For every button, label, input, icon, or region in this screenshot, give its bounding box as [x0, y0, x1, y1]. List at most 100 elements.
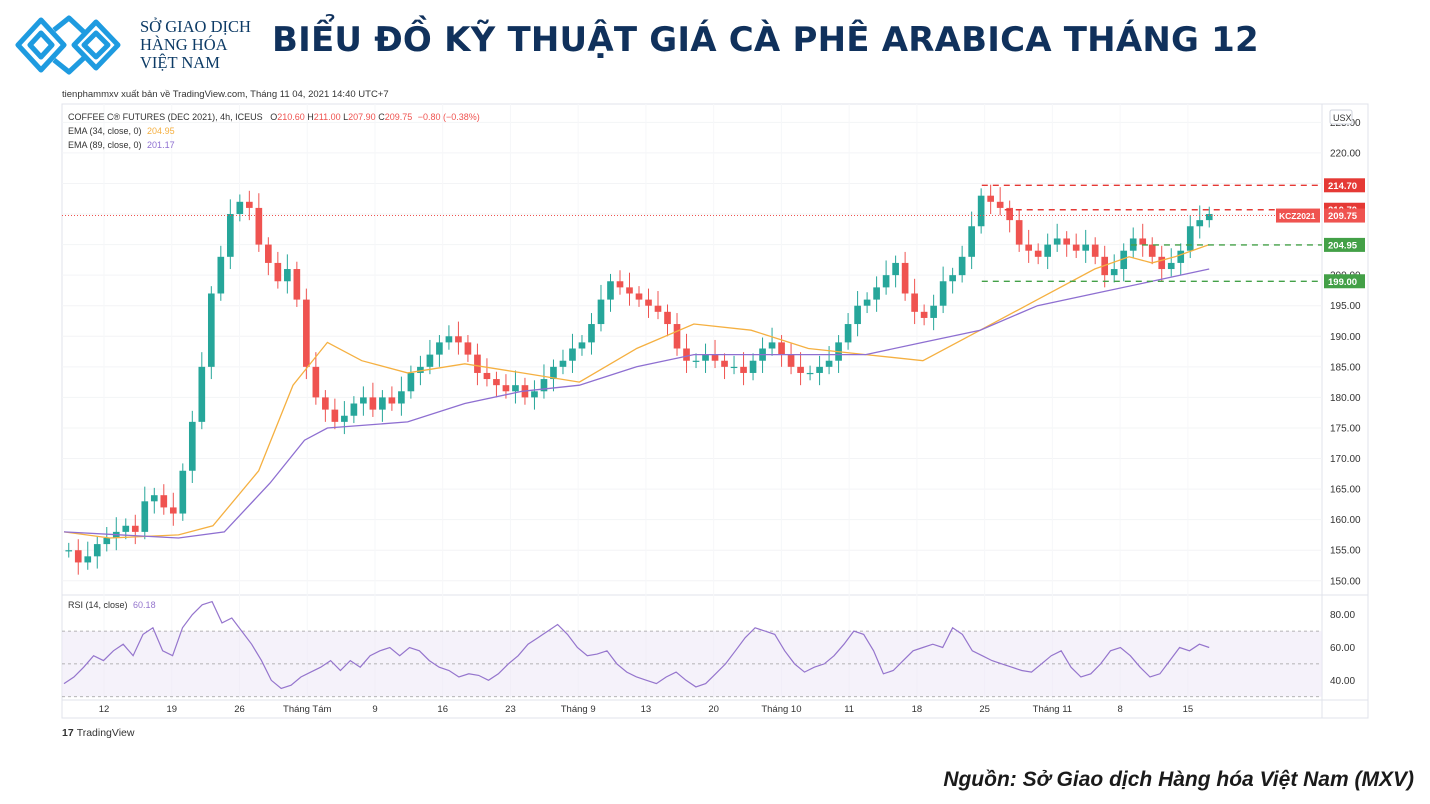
ema34-line [63, 243, 1210, 539]
high-value: 211.00 [313, 112, 341, 122]
candle-body [312, 366, 320, 398]
price-tick-label: 170.00 [1330, 454, 1361, 465]
time-tick-label: 26 [234, 704, 245, 715]
candle-body [322, 397, 329, 410]
logo-text: SỞ GIAO DỊCH HÀNG HÓA VIỆT NAM [140, 18, 251, 72]
ema89-value: 201.17 [147, 140, 175, 150]
candle-body [455, 336, 462, 343]
open-label: O [270, 112, 278, 122]
candle-body [1025, 244, 1032, 251]
price-tick-label: 180.00 [1330, 393, 1361, 404]
candle-body [407, 372, 415, 392]
candle-body [350, 403, 358, 416]
ema89-line [63, 268, 1210, 539]
ema34-legend: EMA (34, close, 0) 204.95 [68, 126, 175, 136]
high-label: H [307, 112, 314, 122]
candle-body [131, 525, 139, 532]
candle-body [417, 366, 424, 373]
candle-body [920, 311, 928, 318]
time-tick-label: 19 [166, 704, 177, 715]
candle-body [854, 305, 861, 325]
ema34-label: EMA (34, close, 0) [68, 126, 142, 136]
candle-body [1044, 244, 1052, 257]
candle-body [169, 507, 177, 514]
candle-body [1034, 250, 1042, 257]
candle-body [825, 360, 833, 367]
candle-body [550, 366, 557, 380]
level-tag [1324, 237, 1365, 252]
candle-body [730, 366, 738, 369]
candle-body [103, 537, 111, 545]
low-label: L [343, 112, 349, 122]
candle-body [93, 544, 101, 557]
price-tick-label: 185.00 [1330, 362, 1361, 373]
candle-body [1063, 238, 1071, 245]
candle-body [512, 385, 519, 392]
price-tick-label: 220.00 [1330, 148, 1361, 159]
level-label: 204.95 [1328, 240, 1358, 251]
candle-body [977, 195, 985, 227]
candle-body [150, 495, 158, 502]
publisher-line: tienphammxv xuất bản về TradingView.com,… [62, 89, 389, 100]
candle-body [673, 324, 681, 349]
tradingview-logo-icon: 17 [62, 727, 74, 739]
time-tick-label: 25 [979, 704, 990, 715]
candle-body [540, 379, 548, 392]
candle-body [1015, 220, 1023, 245]
candle-body [255, 207, 263, 245]
price-tick-label: 190.00 [1330, 332, 1361, 343]
ema34-value: 204.95 [147, 126, 175, 136]
time-tick-label: Tháng Tám [283, 704, 331, 715]
time-tick-label: 12 [99, 704, 110, 715]
candle-body [436, 342, 443, 355]
time-tick-label: 8 [1117, 704, 1122, 715]
candle-body [531, 391, 538, 398]
currency-box [1329, 109, 1353, 125]
candle-body [559, 360, 567, 367]
candle-body [207, 293, 215, 367]
candle-body [84, 556, 92, 563]
candle-body [398, 391, 405, 404]
candle-body [331, 409, 339, 422]
candle-body [1053, 238, 1061, 245]
candle-body [1186, 226, 1194, 251]
ohlc-legend: COFFEE C® FUTURES (DEC 2021), 4h, ICEUS … [68, 112, 480, 122]
candle-body [768, 342, 776, 349]
candle-body [711, 354, 719, 361]
candle-body [502, 385, 510, 392]
candle-body [445, 336, 453, 343]
symbol-tag-label: KCZ2021 [1279, 211, 1316, 221]
candle-body [882, 275, 890, 288]
rsi-value: 60.18 [133, 600, 156, 610]
candle-body [901, 262, 909, 294]
change-value: −0.80 (−0.38%) [417, 112, 480, 122]
ema89-legend: EMA (89, close, 0) 201.17 [68, 140, 175, 150]
candle-body [293, 269, 301, 300]
candle-body [692, 360, 700, 362]
candle-body [369, 397, 377, 410]
candle-body [265, 244, 272, 263]
price-tick-label: 175.00 [1330, 423, 1361, 434]
time-tick-label: 20 [708, 704, 719, 715]
time-tick-label: Tháng 9 [561, 704, 596, 715]
time-tick-label: 18 [912, 704, 923, 715]
tradingview-brand[interactable]: 17 TradingView [62, 727, 134, 739]
candle-body [122, 525, 130, 532]
candle-body [806, 372, 814, 375]
rsi-legend: RSI (14, close) 60.18 [68, 600, 156, 610]
time-tick-label: 9 [372, 704, 377, 715]
currency-label: USX [1333, 113, 1352, 123]
time-tick-label: 23 [505, 704, 516, 715]
rsi-tick-label: 40.00 [1330, 676, 1355, 687]
logo-line1: SỞ GIAO DỊCH [140, 17, 251, 36]
candle-body [597, 299, 605, 325]
candle-body [939, 281, 947, 306]
candle-body [284, 269, 291, 282]
candle-body [797, 366, 804, 373]
level-label: 199.00 [1328, 277, 1357, 288]
price-tick-label: 165.00 [1330, 485, 1361, 496]
time-tick-label: 15 [1183, 704, 1194, 715]
candle-body [360, 397, 367, 404]
candle-body [816, 366, 823, 373]
